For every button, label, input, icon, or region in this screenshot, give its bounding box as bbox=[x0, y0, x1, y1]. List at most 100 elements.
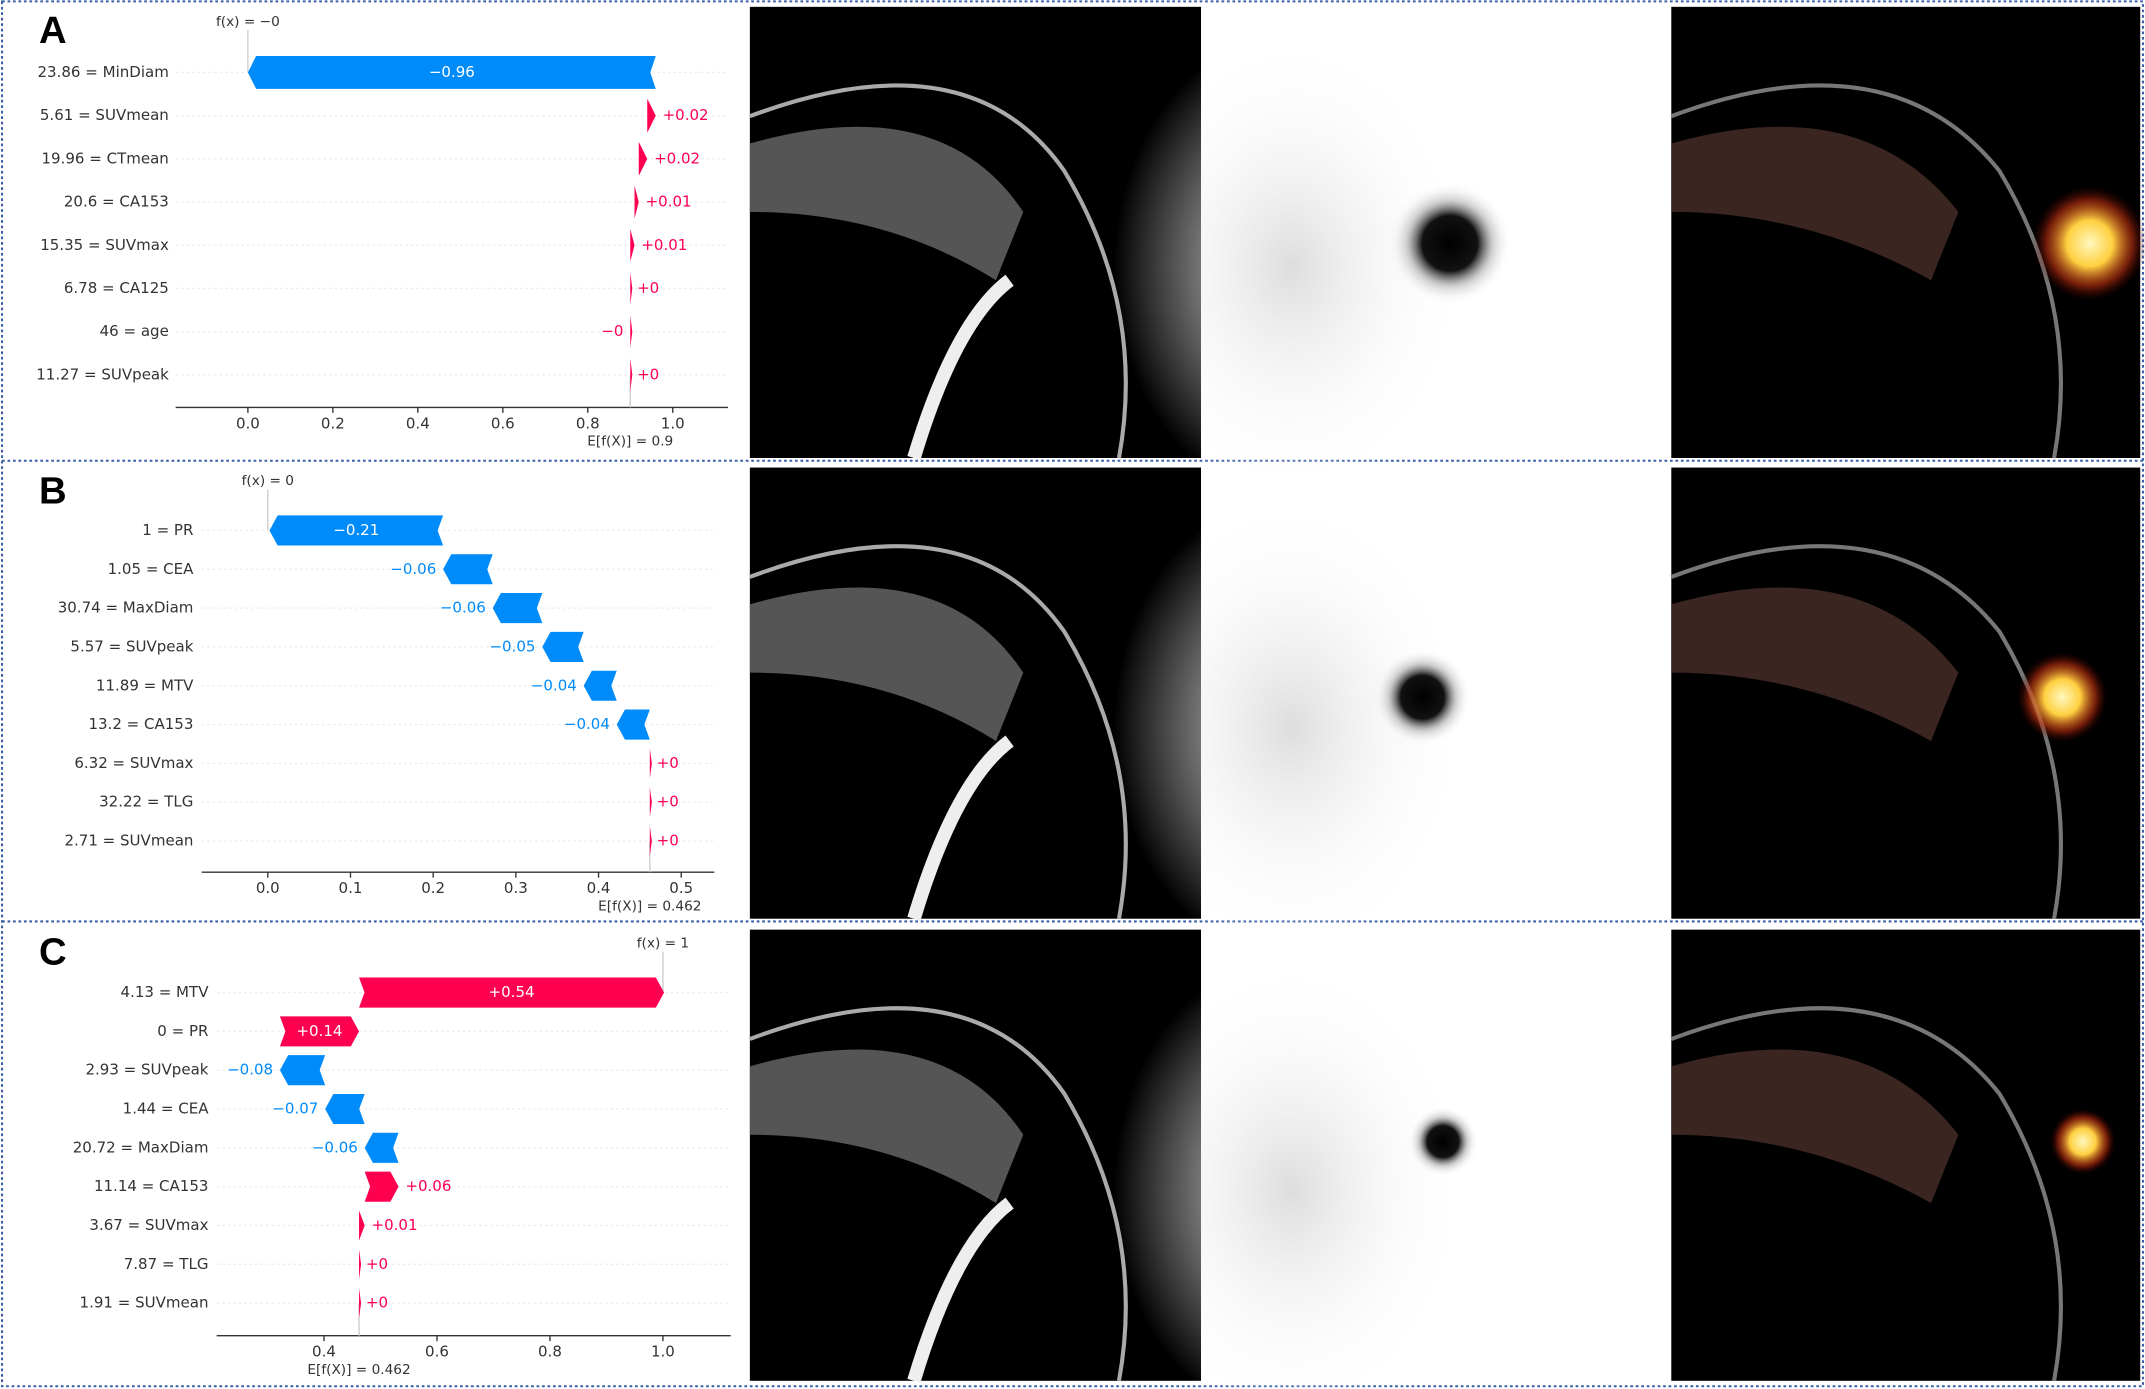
fused-skin bbox=[1670, 83, 2063, 459]
bar bbox=[630, 228, 635, 262]
x-tick-label: 1.0 bbox=[651, 1343, 675, 1361]
panel-label: A bbox=[39, 9, 67, 52]
ct-bone bbox=[907, 735, 1014, 921]
feature-label: 1.44 = CEA bbox=[123, 1100, 210, 1118]
bar bbox=[325, 1093, 365, 1125]
fused-tissue bbox=[1671, 126, 1959, 281]
value-label: −0.08 bbox=[227, 1061, 273, 1079]
x-tick-label: 0.8 bbox=[538, 1343, 562, 1361]
ct-bone bbox=[907, 1197, 1014, 1383]
pet-lesion bbox=[1388, 182, 1512, 305]
value-label: +0 bbox=[657, 793, 679, 811]
bar bbox=[583, 670, 617, 701]
bar bbox=[359, 1249, 362, 1280]
bar bbox=[247, 56, 656, 89]
panel-label: C bbox=[39, 930, 67, 973]
value-label: +0 bbox=[657, 832, 679, 850]
feature-label: 6.78 = CA125 bbox=[64, 279, 169, 297]
value-label: +0.01 bbox=[372, 1216, 418, 1234]
ct-skin bbox=[749, 544, 1128, 920]
pet-lesion bbox=[1374, 649, 1471, 746]
feature-label: 32.22 = TLG bbox=[99, 793, 193, 811]
feature-label: 1.91 = SUVmean bbox=[80, 1294, 209, 1312]
feature-label: 1 = PR bbox=[142, 521, 193, 539]
x-tick-label: 0.8 bbox=[576, 414, 600, 432]
bar bbox=[443, 554, 493, 585]
feature-label: 11.14 = CA153 bbox=[94, 1177, 209, 1195]
bar bbox=[492, 593, 543, 624]
bar bbox=[359, 977, 665, 1008]
bar bbox=[630, 315, 633, 349]
feature-label: 46 = age bbox=[100, 322, 169, 340]
feature-label: 15.35 = SUVmax bbox=[40, 236, 169, 254]
value-label: +0.14 bbox=[296, 1022, 342, 1040]
value-label: +0.01 bbox=[641, 236, 687, 254]
fused-skin bbox=[1670, 544, 2063, 920]
value-label: +0 bbox=[657, 754, 679, 772]
feature-label: 1.05 = CEA bbox=[108, 560, 195, 578]
x-tick-label: 0.3 bbox=[504, 879, 528, 897]
feature-label: 4.13 = MTV bbox=[121, 983, 210, 1001]
x-tick-label: 0.4 bbox=[312, 1343, 336, 1361]
value-label: +0.02 bbox=[663, 106, 709, 124]
feature-label: 6.32 = SUVmax bbox=[74, 754, 193, 772]
ct-tissue bbox=[749, 587, 1024, 741]
x-tick-label: 0.6 bbox=[425, 1343, 449, 1361]
value-label: +0 bbox=[366, 1255, 388, 1273]
feature-label: 23.86 = MinDiam bbox=[38, 63, 169, 81]
feature-label: 30.74 = MaxDiam bbox=[58, 599, 194, 617]
ct-skin bbox=[749, 83, 1128, 459]
value-label: −0.96 bbox=[429, 63, 475, 81]
fused-lesion bbox=[2032, 185, 2145, 301]
fused-skin bbox=[1670, 1006, 2063, 1382]
x-tick-label: 1.0 bbox=[661, 414, 685, 432]
output-label: f(x) = 0 bbox=[242, 473, 294, 489]
value-label: −0.07 bbox=[272, 1100, 318, 1118]
bar bbox=[649, 826, 652, 857]
x-tick-label: 0.0 bbox=[256, 879, 280, 897]
value-label: +0.06 bbox=[405, 1177, 451, 1195]
bar bbox=[649, 748, 652, 779]
feature-label: 19.96 = CTmean bbox=[41, 149, 168, 167]
ct-skin bbox=[749, 1006, 1128, 1382]
feature-label: 5.57 = SUVpeak bbox=[70, 637, 193, 655]
bar bbox=[359, 1210, 365, 1241]
feature-label: 20.72 = MaxDiam bbox=[73, 1138, 209, 1156]
feature-label: 2.93 = SUVpeak bbox=[85, 1061, 208, 1079]
bar bbox=[616, 709, 650, 740]
value-label: −0.04 bbox=[564, 715, 610, 733]
output-label: f(x) = −0 bbox=[216, 14, 280, 30]
x-tick-label: 0.4 bbox=[406, 414, 430, 432]
value-label: +0 bbox=[637, 365, 659, 383]
value-label: +0.02 bbox=[654, 149, 700, 167]
value-label: −0.06 bbox=[312, 1138, 358, 1156]
value-label: −0 bbox=[601, 322, 623, 340]
x-tick-label: 0.4 bbox=[587, 879, 611, 897]
value-label: −0.06 bbox=[440, 599, 486, 617]
value-label: −0.06 bbox=[390, 560, 436, 578]
ct-bone bbox=[907, 274, 1014, 460]
x-tick-label: 0.6 bbox=[491, 414, 515, 432]
bar bbox=[359, 1288, 362, 1319]
feature-label: 20.6 = CA153 bbox=[64, 193, 169, 211]
feature-label: 3.67 = SUVmax bbox=[89, 1216, 208, 1234]
feature-label: 7.87 = TLG bbox=[124, 1255, 209, 1273]
value-label: +0 bbox=[366, 1294, 388, 1312]
bar bbox=[649, 787, 652, 818]
bar bbox=[364, 1132, 399, 1163]
value-label: −0.05 bbox=[489, 637, 535, 655]
bar bbox=[634, 185, 639, 219]
base-label: E[f(X)] = 0.9 bbox=[587, 434, 673, 450]
fused-tissue bbox=[1671, 1049, 1959, 1204]
output-label: f(x) = 1 bbox=[637, 935, 689, 951]
feature-label: 2.71 = SUVmean bbox=[64, 832, 193, 850]
pet-lesion bbox=[1407, 1106, 1478, 1177]
x-tick-label: 0.1 bbox=[339, 879, 363, 897]
bar bbox=[647, 99, 656, 133]
fused-tissue bbox=[1671, 587, 1959, 741]
value-label: +0.54 bbox=[489, 983, 535, 1001]
bar bbox=[279, 1016, 360, 1047]
value-label: +0 bbox=[637, 279, 659, 297]
bar bbox=[279, 1055, 326, 1086]
